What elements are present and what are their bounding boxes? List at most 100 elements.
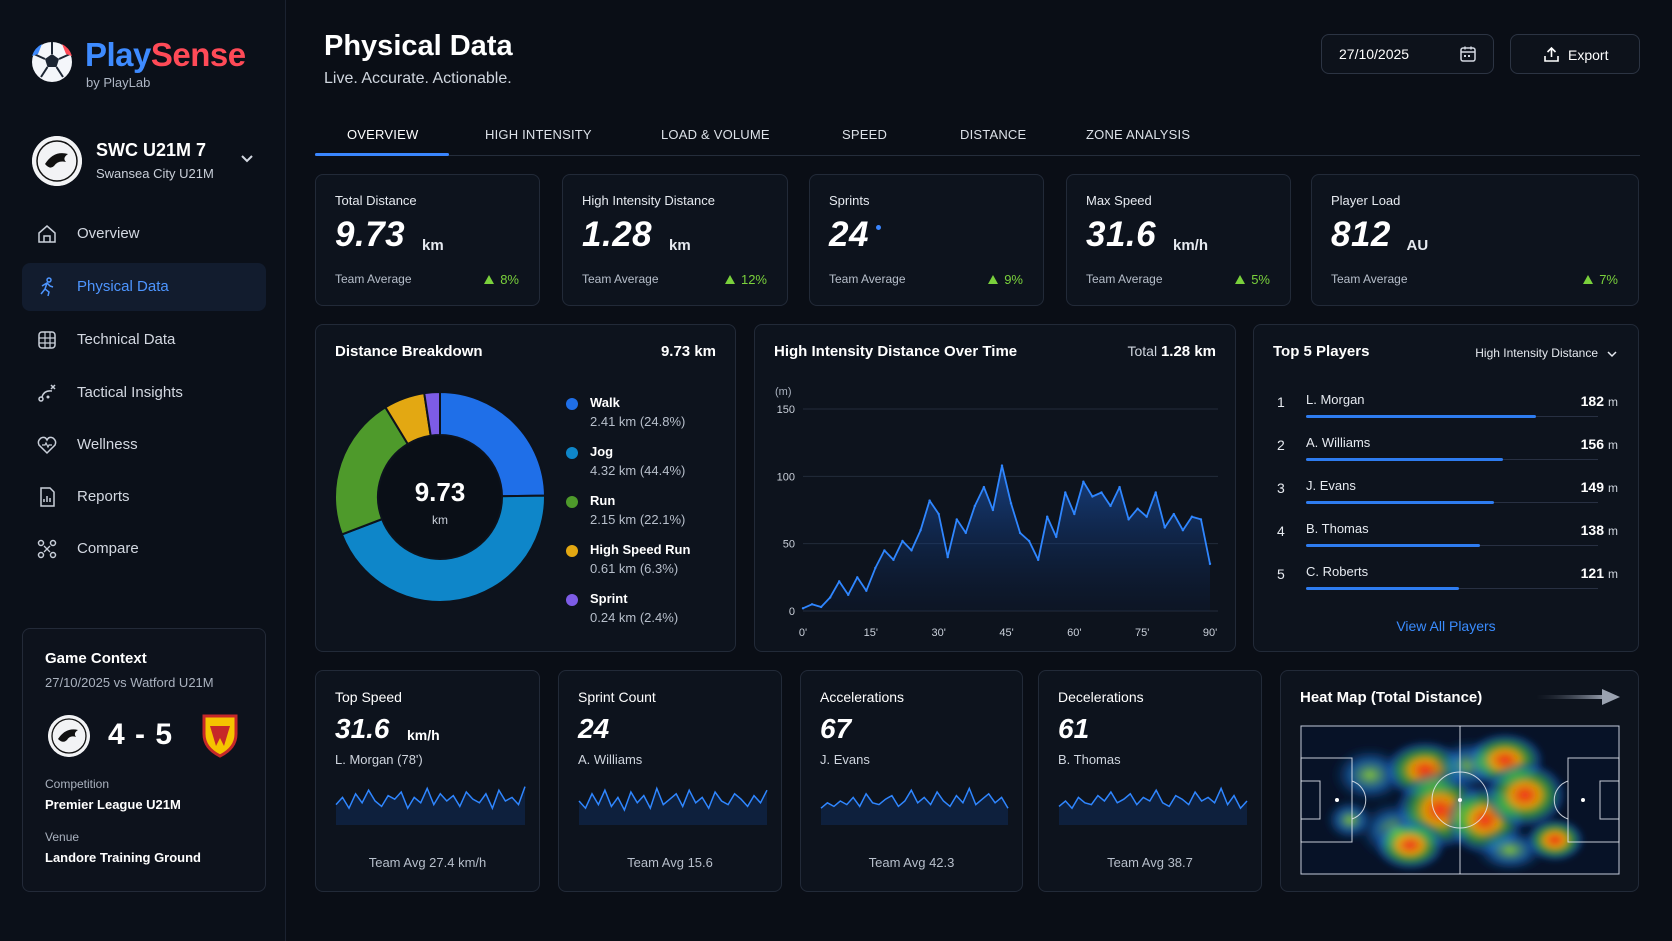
player-name[interactable]: C. Roberts [1306, 564, 1369, 579]
view-all-players-link[interactable]: View All Players [1396, 618, 1496, 634]
tab-load-volume[interactable]: LOAD & VOLUME [661, 127, 770, 142]
sidebar-item-wellness[interactable]: Wellness [22, 421, 266, 469]
hid-data-point[interactable] [1046, 515, 1049, 518]
sidebar-item-physical-data[interactable]: Physical Data [22, 263, 266, 311]
export-button[interactable]: Export [1510, 34, 1640, 74]
trend-up-icon [988, 275, 999, 284]
attack-direction-arrow-icon [1536, 689, 1620, 705]
hid-data-point[interactable] [973, 504, 977, 508]
sidebar-item-technical-data[interactable]: Technical Data [22, 316, 266, 364]
hid-data-point[interactable] [982, 485, 986, 489]
kpi-card-total-distance[interactable]: Total Distance 9.73 km Team Average 8% [315, 174, 540, 306]
team-name[interactable]: SWC U21M 7 [96, 140, 207, 160]
donut-slice-walk[interactable] [439, 391, 546, 498]
game-context-date: 27/10/2025 vs Watford U21M [45, 675, 214, 690]
kpi-unit: km [669, 237, 691, 254]
hid-data-point[interactable] [901, 539, 904, 543]
legend-swatch [566, 545, 578, 557]
hid-data-point[interactable] [1100, 491, 1103, 494]
metric-dropdown[interactable]: High Intensity Distance [1475, 346, 1598, 360]
sidebar-item-reports[interactable]: Reports [22, 473, 266, 521]
hid-data-point[interactable] [1091, 495, 1094, 498]
mini-card-top-speed[interactable]: Top Speed 31.6 km/h L. Morgan (78') Team Avg… [315, 670, 540, 892]
hid-data-point[interactable] [1073, 512, 1076, 516]
hid-data-point[interactable] [937, 512, 940, 516]
hid-data-point[interactable] [946, 555, 949, 559]
hid-data-point[interactable] [964, 531, 967, 535]
hid-data-point[interactable] [1127, 518, 1130, 521]
hid-data-point[interactable] [1055, 535, 1058, 539]
hid-data-point[interactable] [847, 593, 850, 597]
sparkline-chart [1058, 786, 1248, 825]
hid-data-point[interactable] [1145, 515, 1148, 518]
hid-data-point[interactable] [1064, 491, 1067, 494]
hid-data-point[interactable] [1154, 491, 1157, 494]
hid-data-point[interactable] [1027, 539, 1031, 543]
hid-data-point[interactable] [955, 518, 958, 521]
player-value-number: 121 [1580, 565, 1604, 581]
hid-data-point[interactable] [1109, 504, 1112, 508]
hid-data-point[interactable] [1036, 558, 1040, 562]
hid-over-time-card: High Intensity Distance Over Time Total … [754, 324, 1236, 652]
match-score: 4 - 5 [108, 718, 174, 751]
hid-data-point[interactable] [1082, 480, 1085, 483]
hid-data-point[interactable] [1009, 502, 1013, 505]
hid-data-point[interactable] [892, 558, 895, 562]
kpi-card-player-load[interactable]: Player Load 812 AU Team Average 7% [1311, 174, 1639, 306]
donut-slice-jog[interactable] [340, 494, 546, 603]
hid-data-point[interactable] [837, 580, 841, 583]
hid-data-point[interactable] [1118, 485, 1121, 489]
hid-data-point[interactable] [910, 549, 913, 552]
team-crest-icon[interactable] [32, 136, 82, 186]
hid-data-point[interactable] [991, 508, 995, 512]
sidebar-item-tactical-insights[interactable]: Tactical Insights [22, 369, 266, 417]
player-name[interactable]: A. Williams [1306, 435, 1371, 450]
sidebar-item-compare[interactable]: Compare [22, 525, 266, 573]
hid-data-point[interactable] [1172, 512, 1176, 516]
hid-data-point[interactable] [1181, 529, 1185, 532]
mini-card-sprint-count[interactable]: Sprint Count 24 A. Williams Team Avg 15.6 [558, 670, 782, 892]
tab-zone-analysis[interactable]: ZONE ANALYSIS [1086, 127, 1191, 142]
mini-card-decelerations[interactable]: Decelerations 61 B. Thomas Team Avg 38.7 [1038, 670, 1262, 892]
hid-data-point[interactable] [928, 499, 931, 502]
hid-data-point[interactable] [1199, 518, 1203, 521]
hid-data-point[interactable] [828, 596, 832, 599]
player-rank: 5 [1277, 566, 1285, 582]
tab-high-intensity[interactable]: HIGH INTENSITY [485, 127, 592, 142]
kpi-card-max-speed[interactable]: Max Speed 31.6 km/h Team Average 5% [1066, 174, 1291, 306]
hid-data-point[interactable] [1018, 531, 1022, 535]
hid-data-point[interactable] [1000, 464, 1004, 467]
hid-data-point[interactable] [810, 603, 814, 606]
hid-series-line [802, 464, 1211, 610]
hid-data-point[interactable] [801, 607, 805, 610]
donut-slice-sprint[interactable] [423, 391, 441, 437]
tab-distance[interactable]: DISTANCE [960, 127, 1027, 142]
hid-data-point[interactable] [856, 576, 859, 579]
player-rank: 2 [1277, 437, 1285, 453]
top-players-card: Top 5 Players High Intensity Distance Vi… [1253, 324, 1639, 652]
hid-data-point[interactable] [919, 529, 922, 532]
kpi-card-sprints[interactable]: Sprints 24 Team Average 9% [809, 174, 1044, 306]
sidebar-item-overview[interactable]: Overview [22, 210, 266, 258]
hid-data-point[interactable] [883, 549, 886, 552]
tab-overview[interactable]: OVERVIEW [347, 127, 419, 142]
hid-data-point[interactable] [865, 589, 868, 592]
kpi-trend: 12% [724, 272, 767, 287]
hid-data-point[interactable] [1136, 507, 1139, 510]
date-picker[interactable]: 27/10/2025 [1321, 34, 1494, 74]
chevron-down-icon[interactable] [238, 150, 256, 168]
mini-card-accelerations[interactable]: Accelerations 67 J. Evans Team Avg 42.3 [800, 670, 1023, 892]
player-name[interactable]: B. Thomas [1306, 521, 1369, 536]
kpi-value: 1.28 [582, 215, 653, 254]
tab-speed[interactable]: SPEED [842, 127, 888, 142]
hid-data-point[interactable] [1190, 515, 1194, 518]
player-name[interactable]: J. Evans [1306, 478, 1356, 493]
hid-data-point[interactable] [819, 605, 823, 609]
player-name[interactable]: L. Morgan [1306, 392, 1365, 407]
hid-data-point[interactable] [1163, 526, 1166, 529]
x-tick-label: 60' [1067, 627, 1081, 639]
chevron-down-icon[interactable] [1605, 347, 1619, 361]
kpi-card-high-intensity-distance[interactable]: High Intensity Distance 1.28 km Team Averag… [562, 174, 788, 306]
hid-data-point[interactable] [1208, 562, 1212, 566]
hid-data-point[interactable] [874, 566, 877, 570]
